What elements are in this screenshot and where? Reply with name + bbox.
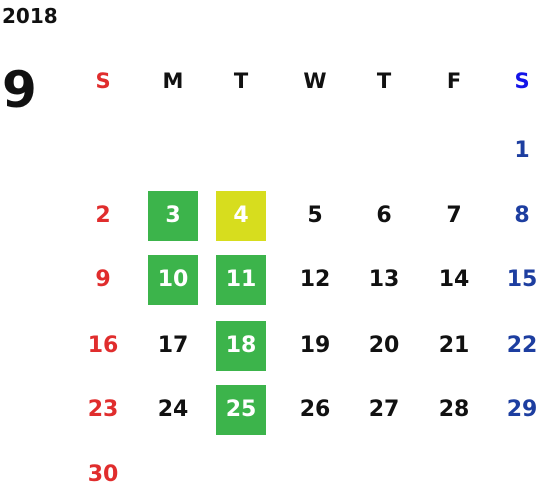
- day-cell-23[interactable]: 23: [87, 397, 119, 422]
- day-cell-18[interactable]: 18: [216, 321, 266, 371]
- weekday-header-wed: W: [303, 69, 327, 93]
- day-cell-16[interactable]: 16: [87, 333, 119, 358]
- day-cell-26[interactable]: 26: [299, 397, 331, 422]
- day-cell-3[interactable]: 3: [148, 191, 198, 241]
- day-cell-5[interactable]: 5: [307, 203, 323, 228]
- day-cell-4[interactable]: 4: [216, 191, 266, 241]
- day-cell-22[interactable]: 22: [506, 333, 538, 358]
- weekday-header-thu: T: [376, 69, 392, 93]
- weekday-header-sat: S: [514, 69, 530, 93]
- day-cell-6[interactable]: 6: [376, 203, 392, 228]
- day-cell-14[interactable]: 14: [438, 267, 470, 292]
- day-cell-21[interactable]: 21: [438, 333, 470, 358]
- day-cell-9[interactable]: 9: [95, 267, 111, 292]
- day-cell-20[interactable]: 20: [368, 333, 400, 358]
- weekday-header-fri: F: [446, 69, 462, 93]
- day-cell-7[interactable]: 7: [446, 203, 462, 228]
- day-cell-13[interactable]: 13: [368, 267, 400, 292]
- day-cell-10[interactable]: 10: [148, 255, 198, 305]
- weekday-header-mon: M: [162, 69, 184, 93]
- day-cell-25[interactable]: 25: [216, 385, 266, 435]
- day-cell-8[interactable]: 8: [514, 203, 530, 228]
- day-cell-29[interactable]: 29: [506, 397, 538, 422]
- day-cell-15[interactable]: 15: [506, 267, 538, 292]
- month-number: 9: [2, 61, 37, 119]
- day-cell-30[interactable]: 30: [87, 462, 119, 487]
- day-cell-24[interactable]: 24: [157, 397, 189, 422]
- day-cell-17[interactable]: 17: [157, 333, 189, 358]
- day-cell-2[interactable]: 2: [95, 203, 111, 228]
- day-cell-27[interactable]: 27: [368, 397, 400, 422]
- year-label: 2018: [2, 4, 58, 28]
- weekday-header-tue: T: [233, 69, 249, 93]
- weekday-header-sun: S: [95, 69, 111, 93]
- day-cell-19[interactable]: 19: [299, 333, 331, 358]
- day-cell-12[interactable]: 12: [299, 267, 331, 292]
- day-cell-1[interactable]: 1: [514, 138, 530, 163]
- day-cell-28[interactable]: 28: [438, 397, 470, 422]
- day-cell-11[interactable]: 11: [216, 255, 266, 305]
